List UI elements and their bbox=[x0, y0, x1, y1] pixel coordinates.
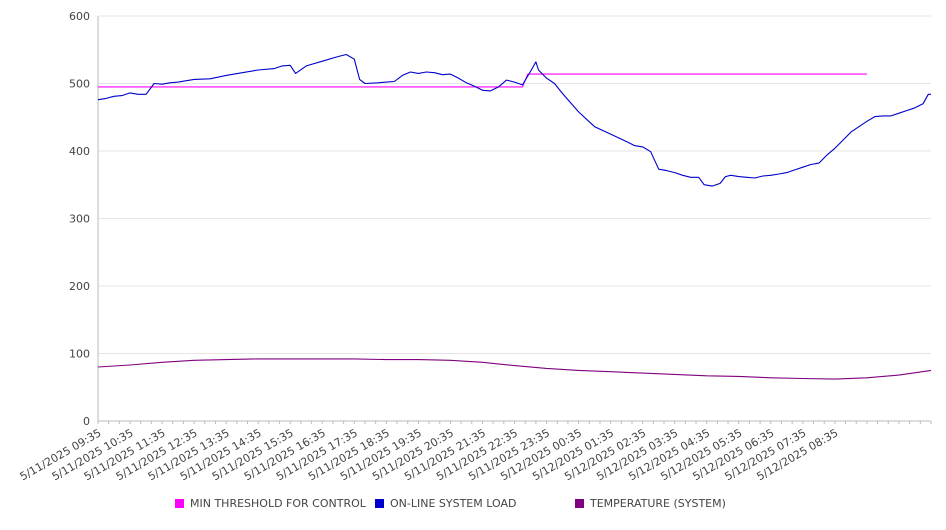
legend-swatch-temperature bbox=[575, 499, 584, 508]
y-tick-label-400: 400 bbox=[69, 145, 90, 158]
y-tick-label-500: 500 bbox=[69, 78, 90, 91]
legend-item-temperature[interactable]: TEMPERATURE (SYSTEM) bbox=[575, 497, 726, 510]
axes bbox=[97, 16, 932, 424]
legend-item-system-load[interactable]: ON-LINE SYSTEM LOAD bbox=[375, 497, 516, 510]
y-tick-label-100: 100 bbox=[69, 348, 90, 361]
grid bbox=[98, 15, 931, 354]
legend-label-min-threshold: MIN THRESHOLD FOR CONTROL bbox=[190, 497, 366, 510]
series-lines bbox=[97, 53, 932, 380]
legend-label-system-load: ON-LINE SYSTEM LOAD bbox=[390, 497, 517, 510]
y-tick-label-200: 200 bbox=[69, 280, 90, 293]
legend-swatch-min-threshold bbox=[175, 499, 184, 508]
y-tick-label-600: 600 bbox=[69, 10, 90, 23]
y-tick-labels: 0 100 200 300 400 500 600 bbox=[69, 10, 90, 428]
legend-item-min-threshold[interactable]: MIN THRESHOLD FOR CONTROL bbox=[175, 497, 366, 510]
y-tick-label-0: 0 bbox=[83, 415, 90, 428]
series-line-0 bbox=[98, 73, 867, 88]
series-line-2 bbox=[97, 358, 932, 380]
legend: MIN THRESHOLD FOR CONTROL ON-LINE SYSTEM… bbox=[0, 497, 946, 515]
series-line-1 bbox=[97, 53, 931, 187]
legend-label-temperature: TEMPERATURE (SYSTEM) bbox=[590, 497, 726, 510]
legend-swatch-system-load bbox=[375, 499, 384, 508]
y-tick-label-300: 300 bbox=[69, 213, 90, 226]
x-tick-labels: 5/11/2025 09:355/11/2025 10:355/11/2025 … bbox=[18, 426, 841, 483]
